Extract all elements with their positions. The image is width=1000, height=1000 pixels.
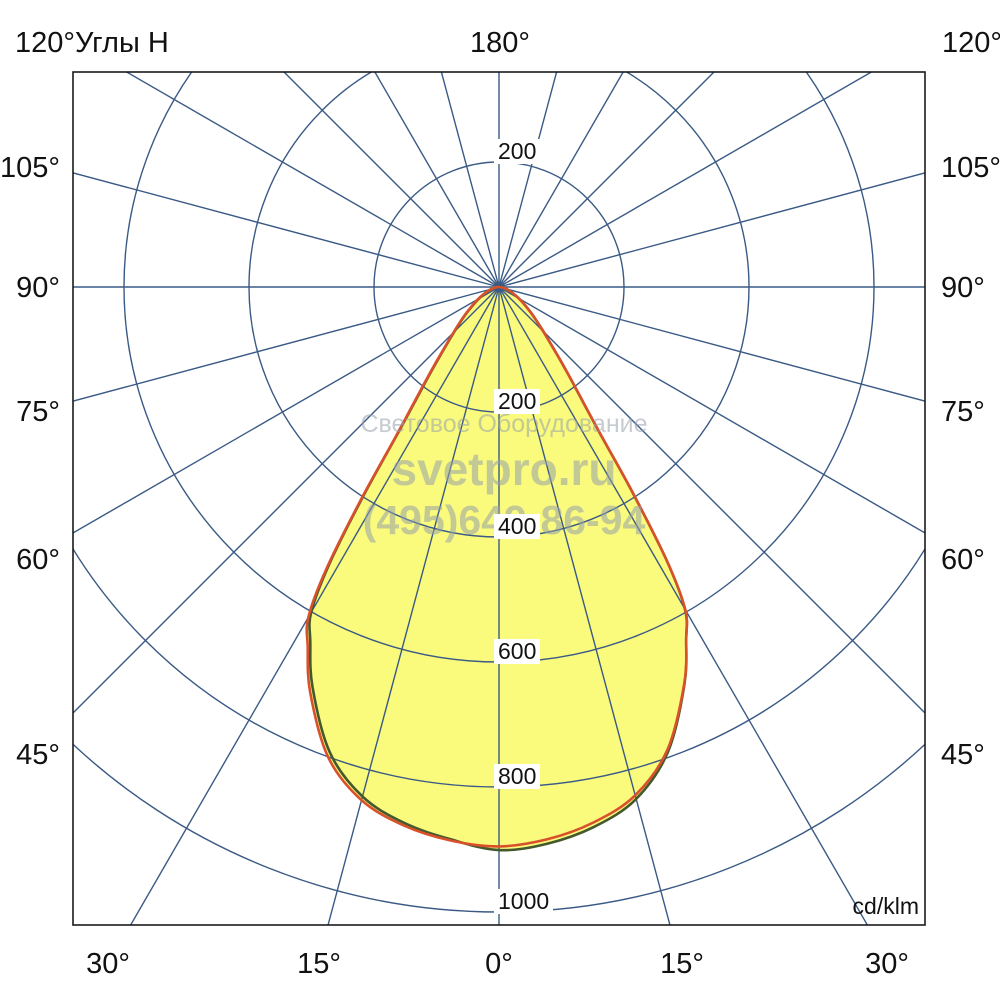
grid-radial-240 xyxy=(125,72,500,288)
ring-label-200-up: 200 xyxy=(494,139,541,164)
angle-label-bottom-15-left: 15° xyxy=(297,948,341,980)
angle-label-right-45: 45° xyxy=(941,739,985,771)
grid-radial-255 xyxy=(73,172,500,288)
grid-radial-120 xyxy=(498,72,873,288)
angle-label-left-75: 75° xyxy=(16,396,60,428)
ring-label-400: 400 xyxy=(494,514,541,539)
watermark-site: svetpro.ru xyxy=(391,443,617,495)
grid-radial-30 xyxy=(498,286,869,925)
angle-label-bottom-0: 0° xyxy=(485,948,513,980)
angle-label-left-60: 60° xyxy=(16,544,60,576)
grid-radial-150 xyxy=(498,72,624,288)
grid-radial-105 xyxy=(498,172,925,288)
unit-label: cd/klm xyxy=(852,893,919,919)
grid-radial-315 xyxy=(73,286,500,714)
curve-outline-layer xyxy=(305,285,689,852)
angle-label-right-90: 90° xyxy=(941,272,985,304)
ring-label-200: 200 xyxy=(494,389,541,414)
ring-label-800: 800 xyxy=(494,764,541,789)
grid-radial-60 xyxy=(498,286,925,534)
grid-radial-330 xyxy=(129,286,500,925)
angle-label-top-left-120: 120° xyxy=(15,27,75,59)
angle-label-left-105: 105° xyxy=(0,152,60,184)
angle-label-left-90: 90° xyxy=(16,272,60,304)
angle-label-bottom-30-right: 30° xyxy=(865,948,909,980)
angle-label-left-45: 45° xyxy=(16,739,60,771)
angle-label-right-105: 105° xyxy=(941,152,1000,184)
ring-label-600: 600 xyxy=(494,639,541,664)
plot-frame xyxy=(72,71,926,926)
angle-label-top-180: 180° xyxy=(470,27,530,59)
angle-label-top-right-120: 120° xyxy=(942,27,1000,59)
grid-radial-210 xyxy=(374,72,500,288)
plane-title: Углы H xyxy=(75,27,169,59)
angle-label-bottom-30-left: 30° xyxy=(86,948,130,980)
angle-label-right-60: 60° xyxy=(941,544,985,576)
grid-radial-345 xyxy=(327,286,500,925)
grid-radial-15 xyxy=(498,286,671,925)
grid-radial-135 xyxy=(498,72,715,288)
angle-label-right-75: 75° xyxy=(941,396,985,428)
watermark-company: Световое Оборудование xyxy=(360,410,648,438)
grid-radial-285 xyxy=(73,286,500,402)
grid-radial-75 xyxy=(498,286,925,402)
curve-fill-C0-C180 xyxy=(306,287,688,847)
grid-radial-45 xyxy=(498,286,925,714)
grid-radial-195 xyxy=(440,72,500,288)
curve-C0-C180 xyxy=(305,285,689,848)
angle-label-bottom-15-right: 15° xyxy=(660,948,704,980)
ring-label-1000: 1000 xyxy=(494,889,554,914)
grid-radial-225 xyxy=(283,72,500,288)
grid-radial-300 xyxy=(73,286,500,534)
grid-radial-165 xyxy=(498,72,558,288)
